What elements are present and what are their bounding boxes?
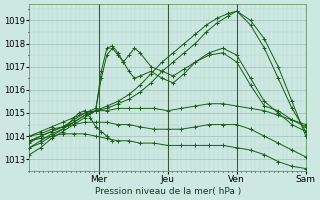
X-axis label: Pression niveau de la mer( hPa ): Pression niveau de la mer( hPa ): [94, 187, 241, 196]
